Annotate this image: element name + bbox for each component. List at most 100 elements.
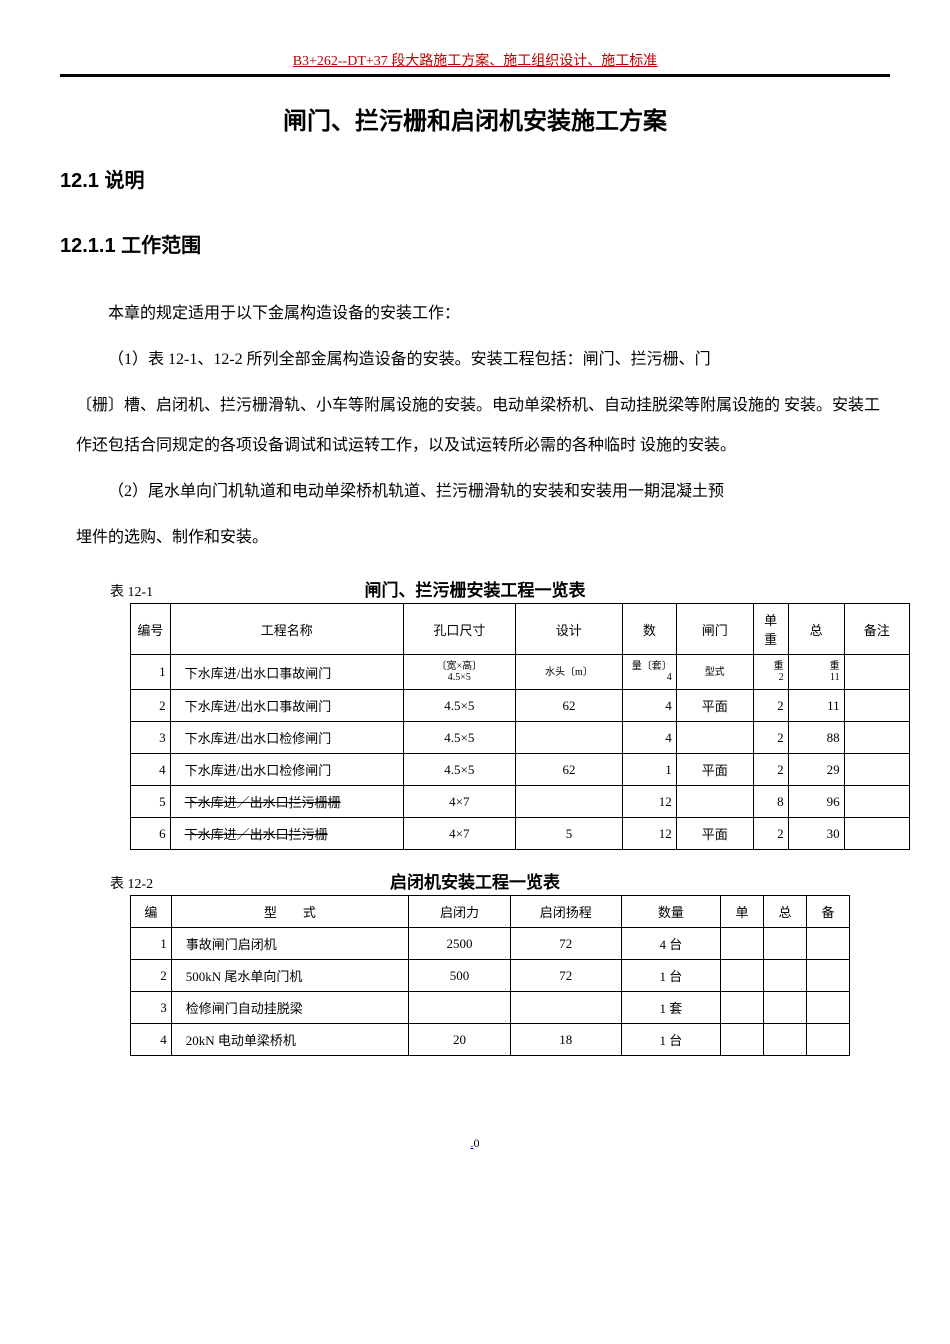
paragraph: （1）表 12-1、12-2 所列全部金属构造设备的安装。安装工程包括：闸门、拦… [60, 340, 890, 380]
table-header-row: 编 型 式 启闭力 启闭扬程 数量 单 总 备 [131, 896, 850, 928]
cell-remark [806, 960, 849, 992]
table-row: 4下水库进/出水口检修闸门4.5×5621平面229 [131, 754, 910, 786]
cell-total [764, 992, 807, 1024]
cell-name: 下水库进/出水口检修闸门 [170, 754, 403, 786]
cell-total [764, 928, 807, 960]
cell-name: 下水库进／出水口拦污栅栅 [170, 786, 403, 818]
paragraph: （2）尾水单向门机轨道和电动单梁桥机轨道、拦污栅滑轨的安装和安装用一期混凝土预 [60, 472, 890, 512]
cell-size: 〔宽×高〕4.5×5 [403, 655, 515, 690]
cell-total: 30 [788, 818, 844, 850]
cell-remark [806, 992, 849, 1024]
cell-unit: 2 [753, 722, 788, 754]
cell-remark [844, 754, 909, 786]
table-2-caption-row: 表 12-2 启闭机安装工程一览表 [60, 868, 890, 893]
col-total: 总 [788, 604, 844, 655]
cell-total [764, 1024, 807, 1056]
col-name: 工程名称 [170, 604, 403, 655]
cell-remark [844, 818, 909, 850]
cell-unit [721, 928, 764, 960]
cell-no: 1 [131, 928, 172, 960]
heading-12-1-1: 12.1.1 工作范围 [60, 229, 890, 258]
cell-qty: 12 [623, 818, 677, 850]
col-type: 型 式 [171, 896, 408, 928]
cell-qty: 1 台 [621, 1024, 720, 1056]
cell-no: 2 [131, 690, 171, 722]
cell-total: 29 [788, 754, 844, 786]
table-2-label: 表 12-2 [60, 873, 240, 893]
cell-lift: 72 [510, 960, 621, 992]
table-1-caption-row: 表 12-1 闸门、拦污栅安装工程一览表 [60, 576, 890, 601]
footer-page-number: 0 [474, 1136, 480, 1150]
cell-name: 下水库进/出水口事故闸门 [170, 655, 403, 690]
cell-no: 3 [131, 992, 172, 1024]
table-row: 6下水库进／出水口拦污栅4×7512平面230 [131, 818, 910, 850]
cell-qty: 4 [623, 722, 677, 754]
cell-head [515, 722, 622, 754]
page-footer: .0 [60, 1136, 890, 1151]
cell-no: 1 [131, 655, 171, 690]
table-row: 5下水库进／出水口拦污栅栅4×712896 [131, 786, 910, 818]
cell-name: 事故闸门启闭机 [171, 928, 408, 960]
paragraph: 〔栅〕槽、启闭机、拦污栅滑轨、小车等附属设施的安装。电动单梁桥机、自动挂脱梁等附… [60, 386, 890, 466]
cell-total [764, 960, 807, 992]
cell-remark [806, 928, 849, 960]
cell-size: 4×7 [403, 786, 515, 818]
cell-no: 6 [131, 818, 171, 850]
cell-name: 20kN 电动单梁桥机 [171, 1024, 408, 1056]
col-no: 编 [131, 896, 172, 928]
cell-unit [721, 1024, 764, 1056]
cell-qty: 1 台 [621, 960, 720, 992]
cell-type [676, 722, 753, 754]
cell-unit [721, 960, 764, 992]
cell-total: 11 [788, 690, 844, 722]
paragraph: 本章的规定适用于以下金属构造设备的安装工作： [60, 294, 890, 334]
cell-no: 4 [131, 754, 171, 786]
table-2: 编 型 式 启闭力 启闭扬程 数量 单 总 备 1事故闸门启闭机2500724 … [130, 895, 850, 1056]
table-row: 2500kN 尾水单向门机500721 台 [131, 960, 850, 992]
paragraph: 埋件的选购、制作和安装。 [60, 518, 890, 558]
cell-unit: 8 [753, 786, 788, 818]
cell-name: 500kN 尾水单向门机 [171, 960, 408, 992]
doc-title: 闸门、拦污栅和启闭机安装施工方案 [60, 101, 890, 136]
header-rule [60, 74, 890, 77]
cell-type: 平面 [676, 818, 753, 850]
cell-name: 检修闸门自动挂脱梁 [171, 992, 408, 1024]
cell-unit: 2 [753, 690, 788, 722]
cell-name: 下水库进/出水口检修闸门 [170, 722, 403, 754]
cell-remark [844, 690, 909, 722]
cell-qty: 量〔套〕4 [623, 655, 677, 690]
cell-total: 96 [788, 786, 844, 818]
page-header: B3+262--DT+37 段大路施工方案、施工组织设计、施工标准 [60, 50, 890, 70]
cell-total: 88 [788, 722, 844, 754]
col-remark: 备 [806, 896, 849, 928]
cell-type: 型式 [676, 655, 753, 690]
col-remark: 备注 [844, 604, 909, 655]
col-force: 启闭力 [409, 896, 511, 928]
cell-lift: 18 [510, 1024, 621, 1056]
cell-head: 62 [515, 690, 622, 722]
col-size: 孔口尺寸 [403, 604, 515, 655]
table-1: 编号 工程名称 孔口尺寸 设计 数 闸门 单重 总 备注 〔宽×高〕水头〔m〕量… [130, 603, 910, 850]
table-1-label: 表 12-1 [60, 581, 240, 601]
cell-force: 20 [409, 1024, 511, 1056]
cell-no: 2 [131, 960, 172, 992]
col-unit: 单 [721, 896, 764, 928]
cell-type [676, 786, 753, 818]
cell-head: 62 [515, 754, 622, 786]
table-2-caption: 启闭机安装工程一览表 [240, 868, 890, 893]
cell-unit: 重2 [753, 655, 788, 690]
col-type: 闸门 [676, 604, 753, 655]
table-row: 1事故闸门启闭机2500724 台 [131, 928, 850, 960]
table-row: 3下水库进/出水口检修闸门4.5×54288 [131, 722, 910, 754]
cell-name: 下水库进/出水口事故闸门 [170, 690, 403, 722]
cell-head: 水头〔m〕 [515, 655, 622, 690]
col-qty: 数 [623, 604, 677, 655]
cell-unit: 2 [753, 754, 788, 786]
cell-remark [844, 655, 909, 690]
cell-remark [806, 1024, 849, 1056]
cell-size: 4.5×5 [403, 754, 515, 786]
cell-type: 平面 [676, 754, 753, 786]
cell-qty: 12 [623, 786, 677, 818]
table-row: 420kN 电动单梁桥机20181 台 [131, 1024, 850, 1056]
table-row: 3检修闸门自动挂脱梁1 套 [131, 992, 850, 1024]
